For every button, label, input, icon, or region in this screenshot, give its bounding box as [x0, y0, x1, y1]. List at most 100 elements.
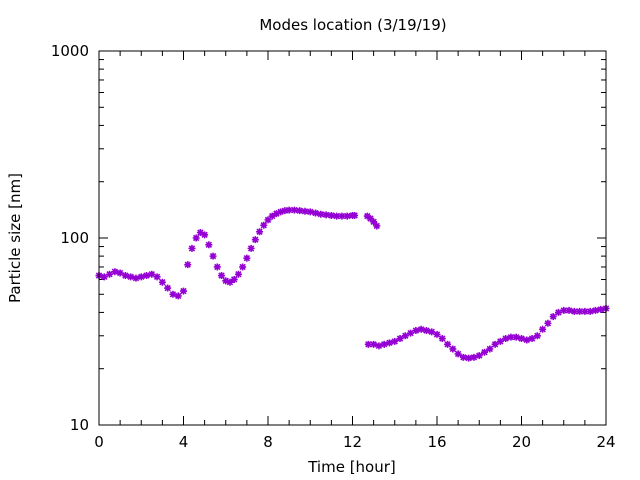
data-point	[243, 254, 251, 262]
data-point	[164, 284, 172, 292]
y-tick-label: 10	[70, 416, 89, 434]
data-point	[205, 241, 213, 249]
data-point	[401, 332, 409, 340]
data-point	[213, 263, 221, 271]
axis-ticks	[98, 50, 607, 426]
data-point	[502, 335, 510, 343]
data-point	[385, 339, 393, 347]
data-point	[380, 340, 388, 348]
data-point	[465, 354, 473, 362]
data-point	[351, 211, 359, 219]
data-point	[251, 236, 259, 244]
data-point	[100, 273, 108, 281]
data-point	[196, 229, 204, 237]
data-point	[322, 211, 330, 219]
data-point	[373, 222, 381, 230]
data-point	[153, 273, 161, 281]
data-point	[428, 328, 436, 336]
data-point	[312, 209, 320, 217]
data-point	[560, 306, 568, 314]
data-point	[169, 290, 177, 298]
data-point	[239, 263, 247, 271]
data-point	[586, 307, 594, 315]
data-point	[512, 333, 520, 341]
x-tick-label: 16	[427, 433, 446, 451]
data-point	[256, 228, 264, 236]
data-point	[106, 270, 114, 278]
data-point	[290, 206, 298, 214]
data-point	[412, 327, 420, 335]
data-point	[222, 277, 230, 285]
data-point	[438, 335, 446, 343]
data-point	[539, 325, 547, 333]
data-point	[470, 353, 478, 361]
y-tick-label: 100	[60, 229, 89, 247]
data-point	[486, 345, 494, 353]
data-point	[549, 313, 557, 321]
data-point	[444, 340, 452, 348]
data-point	[391, 337, 399, 345]
data-point	[180, 287, 187, 295]
data-point	[327, 211, 335, 219]
data-point	[491, 340, 499, 348]
x-tick-label: 0	[94, 433, 104, 451]
data-point	[230, 275, 238, 283]
data-point	[507, 333, 515, 341]
data-point	[475, 352, 483, 360]
x-tick-label: 20	[512, 433, 531, 451]
y-axis-label: Particle size [nm]	[6, 173, 24, 303]
data-point	[127, 273, 135, 281]
data-point	[272, 210, 280, 218]
data-point	[268, 212, 276, 220]
data-point	[306, 208, 314, 216]
data-point	[201, 231, 209, 239]
data-point	[192, 234, 200, 242]
data-point	[317, 210, 325, 218]
chart-title: Modes location (3/19/19)	[259, 16, 446, 34]
data-point	[481, 348, 489, 356]
data-point	[366, 215, 374, 223]
data-point	[375, 342, 383, 350]
data-point	[363, 212, 371, 220]
data-point	[554, 308, 562, 316]
data-point	[570, 307, 578, 315]
data-point	[528, 335, 536, 343]
data-point	[301, 207, 309, 215]
x-tick-label: 8	[263, 433, 273, 451]
tick-labels: 0 4 8 12 16 20 24 10 100 1000	[51, 42, 616, 451]
data-point	[370, 340, 378, 348]
x-tick-label: 12	[343, 433, 362, 451]
data-point	[296, 207, 304, 215]
data-point	[148, 270, 156, 278]
data-point	[338, 212, 346, 220]
data-point	[277, 208, 285, 216]
data-point	[111, 268, 119, 276]
data-point	[597, 305, 605, 313]
x-tick-label: 4	[179, 433, 189, 451]
data-point	[518, 335, 525, 343]
data-point	[188, 244, 196, 252]
data-point	[422, 327, 430, 335]
data-point	[116, 269, 124, 277]
data-point	[218, 272, 226, 280]
x-tick-label: 24	[596, 433, 615, 451]
data-point	[533, 332, 541, 340]
data-point	[143, 272, 151, 280]
data-point	[523, 336, 531, 344]
plot-frame	[98, 50, 607, 426]
data-point	[591, 306, 599, 314]
data-point	[174, 292, 182, 300]
data-point	[247, 244, 255, 252]
data-point	[454, 350, 462, 358]
data-point	[184, 261, 192, 269]
data-point	[158, 278, 166, 286]
data-point	[364, 340, 372, 348]
data-point	[496, 337, 504, 345]
data-point	[544, 319, 552, 327]
data-point	[132, 274, 140, 282]
data-point	[281, 207, 289, 215]
data-point	[417, 325, 425, 333]
data-point	[333, 212, 341, 220]
